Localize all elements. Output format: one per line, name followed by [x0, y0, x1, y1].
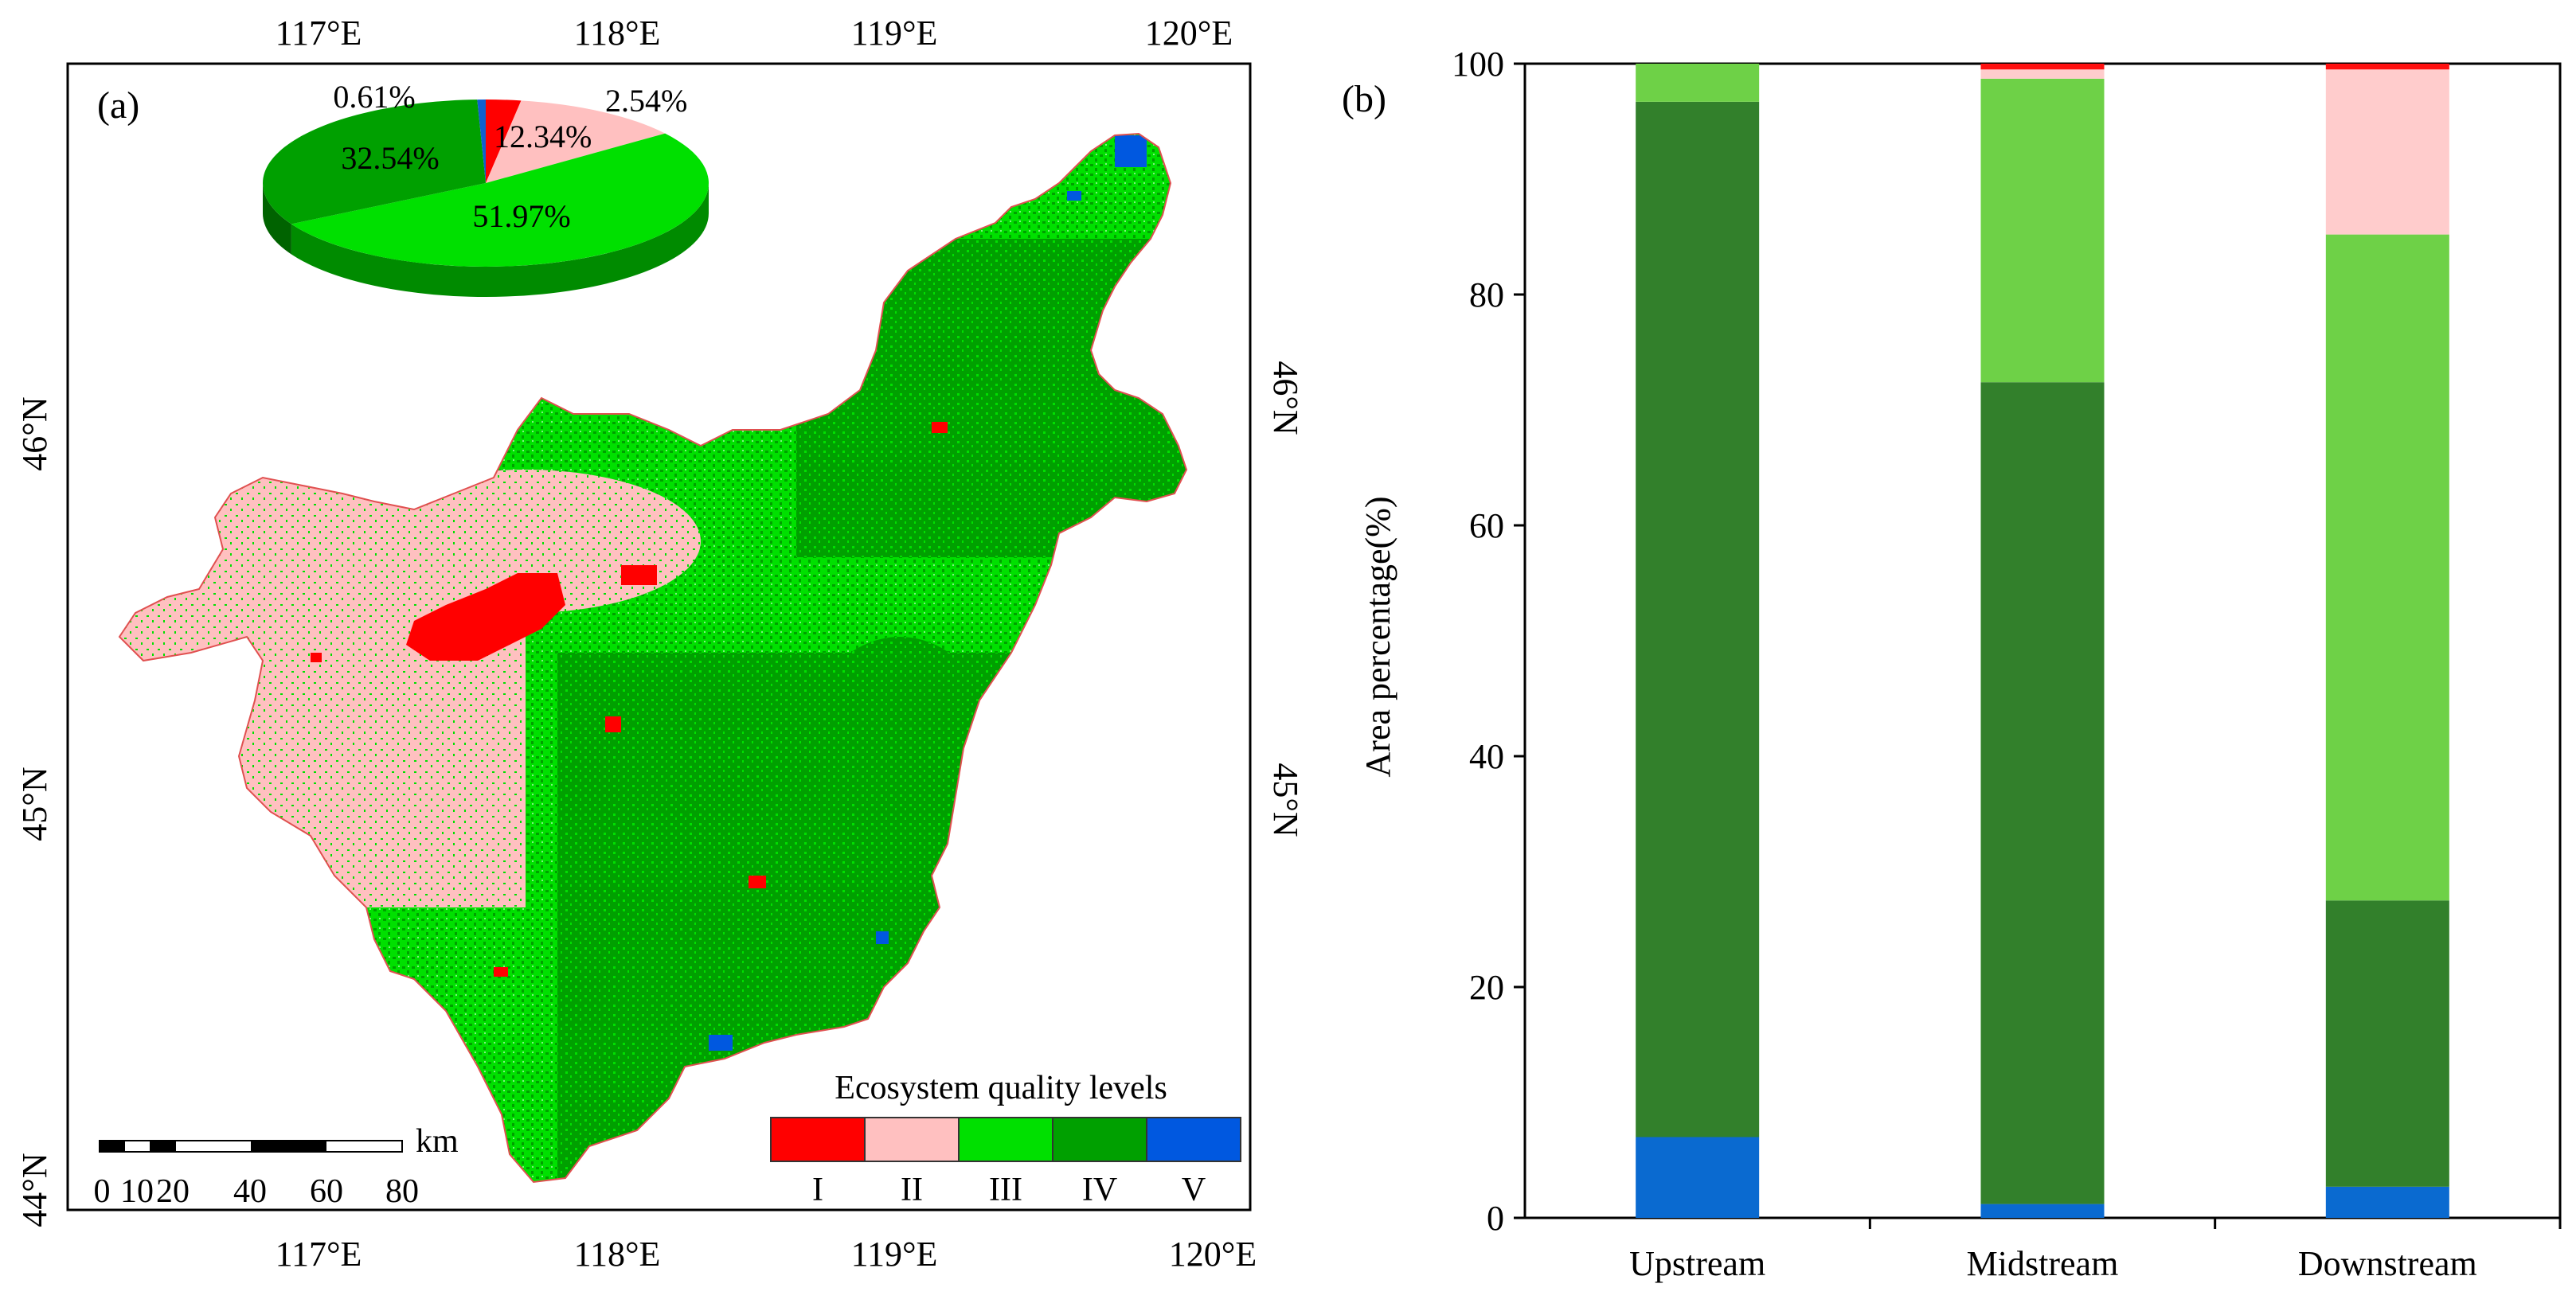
lon-label-top: 119°E	[851, 14, 938, 53]
pie-label-ii: 12.34%	[494, 119, 592, 154]
bar-segment-downstream-level-iii	[2325, 234, 2449, 901]
legend-swatch-iii	[958, 1117, 1053, 1162]
lon-ticks-top: 117°E 118°E 119°E 120°E	[276, 14, 1233, 53]
lon-label-top: 118°E	[574, 14, 661, 53]
lat-label-left: 46°N	[15, 396, 54, 470]
pie-label-iv: 32.54%	[341, 140, 439, 176]
legend: Ecosystem quality levels I II III IV V	[770, 1070, 1241, 1208]
panel-a-label: (a)	[97, 84, 139, 127]
bar-segment-downstream-level-ii	[2325, 69, 2449, 235]
pie-label-i: 2.54%	[605, 83, 687, 119]
map-frame	[66, 62, 1252, 1212]
lat-ticks-right: 46°N 45°N	[1266, 361, 1305, 837]
bar-segment-upstream-level-iii	[1636, 64, 1760, 102]
y-tick-label: 60	[1469, 506, 1504, 545]
pie-label-iii: 51.97%	[472, 198, 570, 234]
pie-slice-iii	[291, 133, 709, 267]
lon-label-bottom: 118°E	[574, 1235, 661, 1274]
y-axis: 0 20 40 60 80 100	[1452, 45, 1525, 1238]
x-axis: Upstream Midstream Downstream	[1629, 1218, 2562, 1283]
pie-slice-ii	[486, 100, 666, 183]
x-tick-label: Upstream	[1629, 1244, 1765, 1283]
bar-segment-midstream-level-iii	[1980, 78, 2105, 383]
legend-label-iii: III	[989, 1172, 1022, 1208]
scale-bar: km 0 10 20 40 60 80	[94, 1123, 459, 1210]
bar-segment-downstream-level-iv	[2325, 900, 2449, 1187]
y-tick-label: 0	[1487, 1199, 1504, 1238]
lat-ticks-left: 46°N 45°N 44°N	[15, 396, 54, 1227]
lat-label-left: 45°N	[15, 767, 54, 841]
bar-segment-midstream-level-iv	[1980, 382, 2105, 1204]
bar-segment-midstream-level-i	[1980, 64, 2105, 70]
legend-label-ii: II	[901, 1172, 923, 1208]
lon-label-top: 120°E	[1145, 14, 1233, 53]
scale-tick: 80	[385, 1173, 419, 1210]
bar-segment-upstream-level-v	[1636, 1137, 1760, 1218]
pie-slice-i	[486, 99, 522, 183]
scale-tick: 40	[233, 1173, 267, 1210]
pie-slice-v	[477, 99, 486, 183]
legend-label-v: V	[1182, 1172, 1206, 1208]
legend-swatch-v	[1146, 1117, 1241, 1162]
basin-map	[119, 134, 1186, 1182]
pie-side-iii	[291, 183, 709, 297]
scale-tick: 0	[94, 1173, 111, 1210]
lat-label-right: 46°N	[1266, 361, 1305, 435]
bar-segment-midstream-level-v	[1980, 1204, 2105, 1218]
y-tick-label: 80	[1469, 275, 1504, 314]
legend-label-i: I	[812, 1172, 823, 1208]
scale-tick: 10	[120, 1173, 154, 1210]
pie-side-iv	[263, 183, 291, 255]
lon-label-bottom: 117°E	[276, 1235, 362, 1274]
scale-tick: 60	[310, 1173, 343, 1210]
panel-b-chart: (b) Area percentage(%) 0 20 40 60 80 100 Upst…	[1342, 45, 2562, 1283]
bar-segment-downstream-level-v	[2325, 1186, 2449, 1218]
pie-chart: 2.54% 12.34% 51.97% 32.54% 0.61%	[263, 79, 709, 297]
legend-label-iv: IV	[1082, 1172, 1117, 1208]
lon-label-bottom: 119°E	[851, 1235, 938, 1274]
panel-a-map: (a) 117°E 118°E 119°E 120°E 117°E 118°E …	[15, 14, 1305, 1274]
y-tick-label: 100	[1452, 45, 1504, 84]
y-axis-title: Area percentage(%)	[1358, 497, 1397, 778]
lat-label-right: 45°N	[1266, 763, 1305, 837]
bar-segment-midstream-level-ii	[1980, 69, 2105, 79]
panel-b-label: (b)	[1342, 78, 1386, 120]
stacked-bars	[1636, 64, 2449, 1218]
pie-label-v: 0.61%	[333, 79, 415, 115]
legend-swatch-ii	[864, 1117, 960, 1162]
pie-slice-iv	[263, 99, 486, 224]
legend-swatch-i	[770, 1117, 866, 1162]
lon-ticks-bottom: 117°E 118°E 119°E 120°E	[276, 1235, 1257, 1274]
scale-tick: 20	[156, 1173, 190, 1210]
lon-label-top: 117°E	[276, 14, 362, 53]
y-tick-label: 20	[1469, 968, 1504, 1007]
legend-swatch-iv	[1052, 1117, 1147, 1162]
lon-label-bottom: 120°E	[1169, 1235, 1257, 1274]
bar-segment-upstream-level-iv	[1636, 101, 1760, 1137]
legend-title: Ecosystem quality levels	[835, 1070, 1167, 1106]
basin-boundary	[118, 132, 1188, 1184]
y-tick-label: 40	[1469, 737, 1504, 776]
lat-label-left: 44°N	[15, 1153, 54, 1227]
bar-segment-downstream-level-i	[2325, 64, 2449, 70]
x-tick-label: Midstream	[1967, 1244, 2119, 1283]
scale-unit: km	[416, 1123, 459, 1160]
x-tick-label: Downstream	[2298, 1244, 2477, 1283]
